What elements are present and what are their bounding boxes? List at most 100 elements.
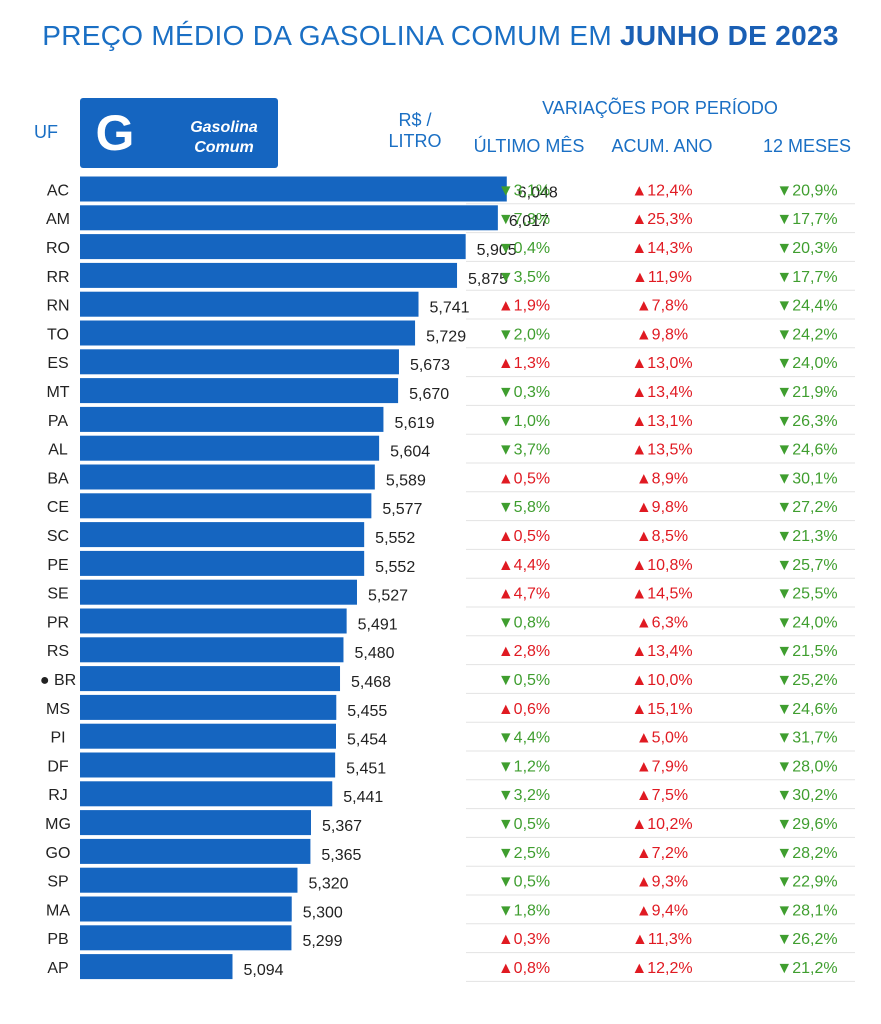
var-ultimo-mes: ▼2,5% (498, 845, 550, 862)
var-ultimo-mes: ▼0,4% (498, 240, 550, 257)
var-12-meses: ▼21,3% (776, 528, 837, 545)
var-acum-ano: ▲7,5% (636, 787, 688, 804)
var-ultimo-mes: ▼3,7% (498, 442, 550, 459)
var-12-meses: ▼28,1% (776, 902, 837, 919)
uf-label: ● BR (40, 672, 76, 689)
var-ultimo-mes: ▲1,9% (498, 298, 550, 315)
header-unit: R$ / LITRO (386, 110, 444, 152)
value-label: 5,552 (375, 530, 415, 547)
var-acum-ano: ▲14,3% (631, 240, 692, 257)
uf-label: PR (47, 614, 69, 631)
value-label: 5,905 (477, 242, 517, 259)
var-ultimo-mes: ▲0,8% (498, 960, 550, 977)
uf-label: CE (47, 499, 69, 516)
var-ultimo-mes: ▲0,5% (498, 470, 550, 487)
var-acum-ano: ▲8,5% (636, 528, 688, 545)
value-label: 5,527 (368, 588, 408, 605)
bar (80, 925, 292, 951)
title-bold: JUNHO DE 2023 (620, 20, 839, 51)
bar (80, 205, 498, 231)
value-label: 5,299 (302, 933, 342, 950)
var-12-meses: ▼30,2% (776, 787, 837, 804)
value-label: 5,441 (343, 789, 383, 806)
title-prefix: PREÇO MÉDIO DA GASOLINA COMUM EM (42, 20, 612, 51)
logo-line2: Comum (194, 139, 254, 156)
var-12-meses: ▼20,3% (776, 240, 837, 257)
uf-label: SE (47, 586, 68, 603)
uf-label: RJ (48, 787, 68, 804)
var-12-meses: ▼27,2% (776, 499, 837, 516)
var-ultimo-mes: ▼1,0% (498, 413, 550, 430)
uf-label: MT (46, 384, 69, 401)
var-ultimo-mes: ▲4,4% (498, 557, 550, 574)
bar (80, 896, 292, 922)
bar (80, 954, 233, 980)
var-ultimo-mes: ▼5,8% (498, 499, 550, 516)
bar (80, 838, 311, 864)
bar (80, 550, 365, 576)
var-acum-ano: ▲8,9% (636, 470, 688, 487)
uf-label: SP (47, 874, 68, 891)
var-ultimo-mes: ▼1,8% (498, 902, 550, 919)
value-label: 5,455 (347, 703, 387, 720)
var-acum-ano: ▲10,8% (631, 557, 692, 574)
uf-label: TO (47, 326, 69, 343)
bar (80, 694, 337, 720)
logo-text: Gasolina Comum (176, 118, 272, 158)
var-acum-ano: ▲12,2% (631, 960, 692, 977)
value-label: 5,604 (390, 444, 430, 461)
var-12-meses: ▼29,6% (776, 816, 837, 833)
value-label: 5,300 (303, 904, 343, 921)
bar (80, 810, 311, 836)
var-12-meses: ▼24,6% (776, 442, 837, 459)
value-label: 5,577 (382, 501, 422, 518)
var-12-meses: ▼26,3% (776, 413, 837, 430)
var-12-meses: ▼28,2% (776, 845, 837, 862)
uf-label: BA (47, 470, 69, 487)
var-12-meses: ▼21,2% (776, 960, 837, 977)
value-label: 5,619 (394, 415, 434, 432)
bar (80, 262, 458, 288)
var-12-meses: ▼31,7% (776, 730, 837, 747)
uf-label: ES (47, 355, 68, 372)
var-acum-ano: ▲10,0% (631, 672, 692, 689)
uf-label: RR (46, 269, 69, 286)
uf-label: AM (46, 211, 70, 228)
header-unit-line2: LITRO (388, 131, 442, 151)
var-12-meses: ▼25,7% (776, 557, 837, 574)
var-12-meses: ▼24,0% (776, 614, 837, 631)
header-acum-ano: ACUM. ANO (611, 136, 713, 156)
var-acum-ano: ▲7,2% (636, 845, 688, 862)
var-ultimo-mes: ▼1,2% (498, 758, 550, 775)
var-12-meses: ▼24,4% (776, 298, 837, 315)
value-label: 5,094 (244, 962, 284, 979)
value-label: 5,451 (346, 760, 386, 777)
var-12-meses: ▼17,7% (776, 269, 837, 286)
var-ultimo-mes: ▲0,6% (498, 701, 550, 718)
var-ultimo-mes: ▼0,5% (498, 672, 550, 689)
var-ultimo-mes: ▲4,7% (498, 586, 550, 603)
logo-line1: Gasolina (190, 119, 258, 136)
var-ultimo-mes: ▼7,3% (498, 211, 550, 228)
uf-label: RN (46, 298, 69, 315)
uf-label: GO (46, 845, 71, 862)
value-label: 6,048 (518, 184, 558, 201)
var-acum-ano: ▲11,3% (632, 931, 692, 948)
var-ultimo-mes: ▲1,3% (498, 355, 550, 372)
uf-label: PE (47, 557, 68, 574)
var-acum-ano: ▲25,3% (631, 211, 692, 228)
var-acum-ano: ▲13,5% (631, 442, 692, 459)
bar (80, 608, 347, 634)
bar (80, 435, 380, 461)
var-12-meses: ▼24,0% (776, 355, 837, 372)
uf-label: DF (47, 758, 69, 775)
var-ultimo-mes: ▼3,5% (498, 269, 550, 286)
value-label: 5,670 (409, 386, 449, 403)
uf-label: PI (50, 730, 65, 747)
uf-label: MS (46, 701, 70, 718)
bar (80, 493, 372, 519)
var-12-meses: ▼21,9% (776, 384, 837, 401)
value-label: 5,491 (358, 616, 398, 633)
bar (80, 637, 344, 663)
